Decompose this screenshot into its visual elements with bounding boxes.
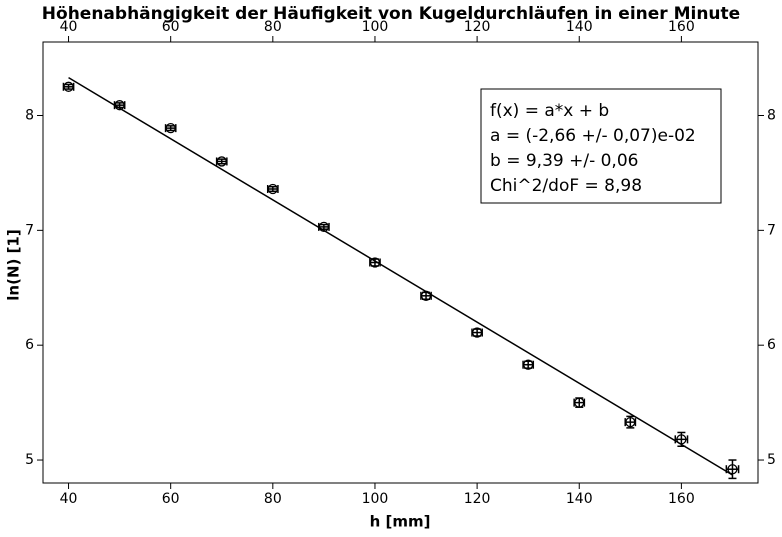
x-tick-label-top: 40 [60, 19, 78, 35]
point [267, 183, 278, 195]
x-tick-label-top: 100 [362, 19, 389, 35]
x-tick-label: 40 [60, 491, 78, 507]
point [63, 81, 74, 92]
x-tick-label: 80 [264, 491, 282, 507]
x-tick-label-top: 60 [162, 19, 180, 35]
y-tick-label-right: 8 [767, 108, 776, 124]
x-tick-label: 120 [464, 491, 491, 507]
y-tick-label-right: 6 [767, 337, 776, 353]
y-tick-label: 7 [25, 222, 34, 238]
x-tick-label: 140 [566, 491, 593, 507]
plot-frame [42, 41, 759, 484]
point [523, 359, 534, 370]
point [574, 397, 585, 408]
point [216, 156, 227, 167]
y-tick-label-right: 5 [767, 452, 776, 468]
x-tick-label-top: 140 [566, 19, 593, 35]
annotation-box [480, 88, 722, 204]
annotation-text: b = 9,39 +/- 0,06 [490, 151, 638, 171]
y-tick-label: 6 [25, 337, 34, 353]
annotation-text: a = (-2,66 +/- 0,07)e-02 [490, 126, 696, 146]
fit-line [68, 76, 733, 476]
annotation-text: Chi^2/doF = 8,98 [490, 176, 642, 196]
point [471, 327, 483, 338]
point [165, 122, 176, 134]
y-tick-label: 8 [25, 108, 34, 124]
y-tick-label: 5 [25, 452, 34, 468]
y-tick-label-right: 7 [767, 222, 776, 238]
x-tick-label: 160 [668, 491, 695, 507]
point [369, 257, 381, 268]
x-tick-label-top: 120 [464, 19, 491, 35]
annotation-text: f(x) = a*x + b [490, 101, 609, 121]
x-tick-label: 60 [162, 491, 180, 507]
x-tick-label-top: 160 [668, 19, 695, 35]
point [625, 416, 636, 428]
y-axis-label: ln(N) [1] [5, 229, 23, 300]
x-axis-label: h [mm] [370, 513, 431, 531]
x-tick-label: 100 [362, 491, 389, 507]
point [727, 464, 738, 475]
x-tick-label-top: 80 [264, 19, 282, 35]
chart-title: Höhenabhängigkeit der Häufigkeit von Kug… [42, 4, 740, 24]
